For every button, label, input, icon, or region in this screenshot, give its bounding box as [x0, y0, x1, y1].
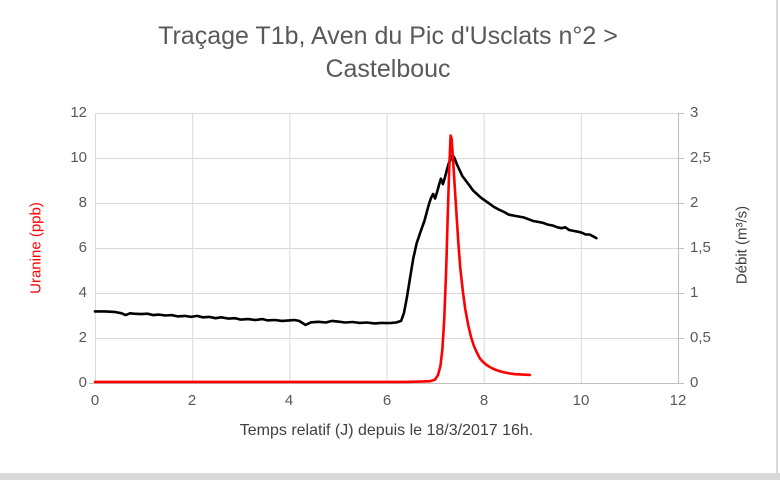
y-left-tick-label: 10	[70, 149, 87, 166]
y-right-tick-label: 0	[690, 374, 699, 391]
x-axis-title: Temps relatif (J) depuis le 18/3/2017 16…	[239, 422, 534, 439]
x-axis-tick-label: 8	[479, 392, 489, 409]
y-left-tick-label: 4	[78, 284, 87, 301]
uranine-series-line	[93, 134, 532, 384]
x-axis-tick-label: 12	[669, 392, 687, 409]
y-left-tick-label: 2	[78, 329, 87, 346]
chart-title-line1: Traçage T1b, Aven du Pic d'Usclats n°2 >	[158, 22, 618, 50]
y-right-tick-label: 0,5	[690, 329, 711, 346]
debit-series-line	[93, 154, 598, 327]
gridlines	[95, 113, 678, 383]
y-left-tick-label: 12	[70, 104, 87, 121]
chart-title-line2: Castelbouc	[325, 55, 451, 83]
x-axis-tick-label: 0	[90, 392, 100, 409]
y-right-tick-label: 3	[690, 104, 699, 121]
axis-lines	[89, 113, 684, 384]
chart-title: Traçage T1b, Aven du Pic d'Usclats n°2 >…	[0, 20, 776, 86]
x-axis-tick-label: 6	[382, 392, 392, 409]
y-left-tick-label: 6	[78, 239, 87, 256]
x-axis-tick-label: 4	[284, 392, 294, 409]
x-axis-tick-label: 10	[572, 392, 590, 409]
x-axis-tick-label: 2	[187, 392, 197, 409]
y-right-tick-label: 1,5	[690, 239, 711, 256]
y-right-tick-label: 1	[690, 284, 699, 301]
chart-bottom-edge	[0, 473, 780, 480]
y-left-tick-label: 8	[78, 194, 87, 211]
y-right-tick-label: 2,5	[690, 149, 711, 166]
y-left-tick-label: 0	[78, 374, 87, 391]
chart-right-edge	[776, 0, 778, 480]
y-right-tick-label: 2	[690, 194, 699, 211]
